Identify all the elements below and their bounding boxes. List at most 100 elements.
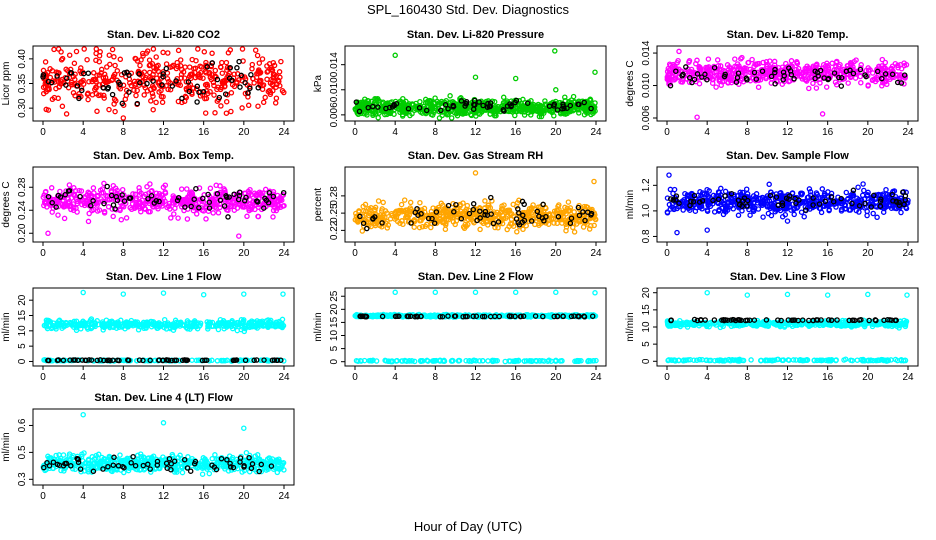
panel-title: Stan. Dev. Sample Flow [726,150,849,162]
data-point [248,192,254,198]
data-point [124,69,130,75]
data-point [90,198,96,204]
data-point [217,64,224,70]
data-point [168,215,174,221]
data-point [203,216,209,222]
data-point [556,202,562,208]
data-point [529,106,536,113]
data-point [231,199,237,206]
data-point [577,217,583,224]
data-point [254,52,261,59]
data-point [44,204,50,210]
data-point [146,190,152,196]
data-point [93,57,99,64]
x-tick-label: 8 [433,248,439,259]
data-point [48,185,55,191]
data-point [749,56,755,63]
data-point [179,95,185,102]
data-point [105,84,112,91]
data-point [175,215,181,221]
data-point [826,206,832,213]
data-point [66,182,73,188]
data-point [153,198,160,204]
data-point [702,71,708,78]
x-tick-label: 8 [745,248,751,259]
data-point [828,70,834,76]
data-point [512,75,519,82]
data-point [898,209,904,216]
x-tick-label: 16 [822,127,834,138]
data-point [68,79,75,86]
data-point [433,105,439,112]
x-tick-label: 20 [550,127,562,138]
data-point [450,219,457,225]
data-point [819,186,826,192]
panel-3: Stan. Dev. Li-820 Temp.degrees C0 4 8 12 16 2… [625,29,919,138]
data-point [183,195,190,202]
data-point [256,79,263,85]
data-point [49,209,55,215]
data-point [851,58,857,65]
x-tick-label: 16 [510,127,522,138]
data-point [238,72,245,79]
data-point [865,65,871,71]
data-point [463,110,469,116]
panel-title: Stan. Dev. Line 2 Flow [418,271,534,283]
data-point [273,95,280,101]
data-point [536,113,543,120]
data-point [530,215,536,222]
data-point [508,103,514,110]
data-point [217,197,224,204]
data-point [515,220,521,226]
data-point [802,207,809,213]
data-point [99,186,106,192]
data-point [772,69,778,76]
data-point [433,206,440,212]
data-point [675,57,681,64]
data-point [155,62,161,69]
data-point [134,100,141,107]
data-point [255,213,261,220]
data-point [177,57,184,63]
data-point [175,47,182,54]
x-tick-label: 20 [238,372,250,383]
data-point [862,200,868,207]
data-point [383,105,389,112]
data-point [783,60,789,67]
data-point [753,76,760,82]
data-point [740,72,746,79]
data-point [138,190,144,196]
data-point [393,208,400,214]
data-point [186,88,193,95]
y-tick-label: 1.2 [641,178,652,192]
data-point [119,192,125,198]
data-point [831,70,838,76]
data-point [844,62,851,69]
data-point [235,196,242,203]
data-point [416,224,423,231]
data-point [674,229,680,236]
data-point [59,103,66,110]
data-point [49,199,55,206]
data-point [150,71,156,78]
data-point [567,220,574,226]
data-point [89,207,95,214]
y-tick-label: 0.28 [329,186,340,206]
data-point [150,46,157,52]
data-point [694,57,700,64]
data-point [259,192,265,199]
data-point [791,76,797,82]
data-point [55,192,62,199]
data-point [879,75,885,82]
data-point [767,64,773,70]
data-point [239,46,246,52]
data-point [101,92,107,99]
data-point [470,206,477,213]
data-point [665,74,672,80]
data-point [262,94,268,101]
data-point [509,211,515,217]
data-point [494,106,501,112]
data-point [70,90,77,96]
